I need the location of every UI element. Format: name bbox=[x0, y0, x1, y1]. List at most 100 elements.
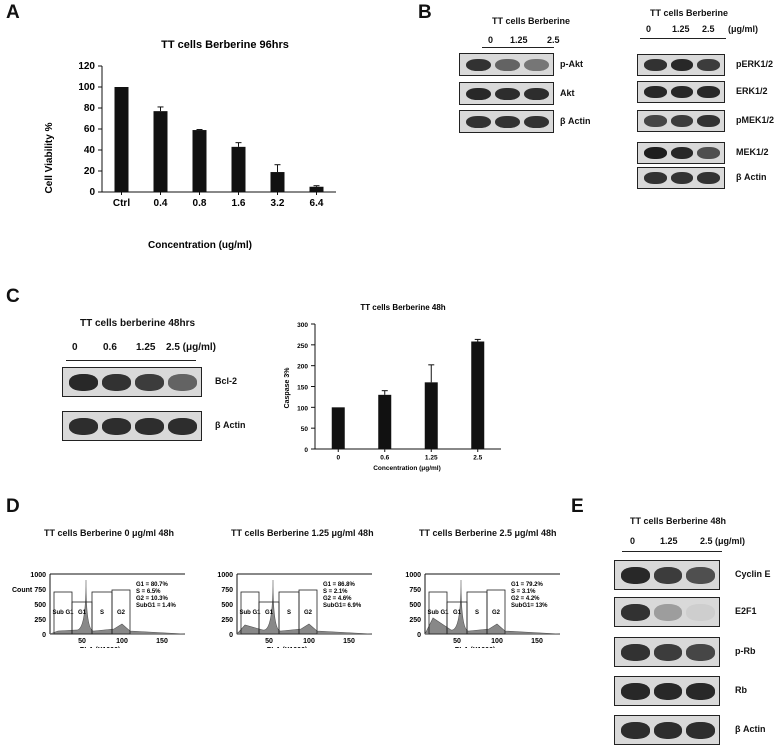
band bbox=[69, 418, 98, 435]
caspase-y-axis-label: Caspase 3% bbox=[284, 367, 291, 409]
panel-letter-c: C bbox=[6, 286, 20, 307]
gate-label: Sub G1 bbox=[239, 610, 261, 616]
gate-label: G1 bbox=[265, 610, 274, 616]
band bbox=[524, 87, 549, 101]
band bbox=[102, 418, 131, 435]
panel-c-row-0-label: Bcl-2 bbox=[215, 376, 238, 386]
panel-e-row-2-label: p-Rb bbox=[735, 646, 756, 656]
histogram-curve bbox=[236, 579, 373, 635]
y-tick-label: 60 bbox=[84, 124, 96, 135]
panel-b-row-2-blot bbox=[459, 110, 554, 133]
panel-e-conc-1: 1.25 bbox=[660, 536, 678, 546]
histogram-curve bbox=[424, 579, 561, 635]
band bbox=[644, 59, 667, 72]
gate-label: S bbox=[100, 610, 104, 616]
cell-cycle-histogram: 1000 750 500 250 0 50 100 150 PI-A (X1000) Sub G1… bbox=[217, 572, 373, 648]
y-tick-label: 1000 bbox=[405, 572, 421, 579]
y-tick-label: 100 bbox=[78, 82, 95, 93]
y-tick-label: 200 bbox=[297, 364, 308, 371]
bar bbox=[153, 111, 168, 192]
panel-letter-e: E bbox=[571, 496, 584, 517]
gate-label: G2 bbox=[492, 610, 501, 616]
x-tick-label: 50 bbox=[453, 638, 461, 645]
histogram-title: TT cells Berberine 0 μg/ml 48h bbox=[44, 528, 175, 538]
band bbox=[168, 418, 197, 435]
y-tick-label: 750 bbox=[34, 587, 46, 594]
bar bbox=[270, 172, 285, 192]
x-tick-label: 0.8 bbox=[193, 198, 207, 209]
band bbox=[670, 86, 694, 99]
panel-b-right-divider bbox=[640, 38, 726, 39]
panel-e-row-4-blot bbox=[614, 715, 720, 745]
band bbox=[653, 644, 683, 661]
band bbox=[524, 115, 549, 129]
panel-b-left-header: TT cells Berberine bbox=[492, 16, 571, 26]
caspase-chart-title: TT cells Berberine 48h bbox=[360, 303, 445, 312]
y-tick-label: 120 bbox=[78, 61, 95, 72]
panel-e-conc-2: 2.5 (μg/ml) bbox=[700, 536, 746, 546]
panel-c-blot-header: TT cells berberine 48hrs bbox=[80, 318, 196, 329]
bar bbox=[424, 382, 438, 449]
panel-letter-a: A bbox=[6, 2, 20, 23]
histogram-title: TT cells Berberine 2.5 μg/ml 48h bbox=[419, 528, 557, 538]
band bbox=[697, 86, 720, 99]
band bbox=[466, 87, 491, 101]
panel-b-right-conc-1: 1.25 bbox=[672, 24, 690, 34]
band bbox=[621, 567, 650, 584]
band bbox=[644, 147, 667, 160]
y-tick-label: 250 bbox=[409, 617, 421, 624]
panel-letter-b: B bbox=[418, 2, 432, 23]
y-tick-label: 0 bbox=[304, 447, 308, 454]
y-tick-label: 250 bbox=[221, 617, 233, 624]
band bbox=[686, 722, 715, 739]
band bbox=[670, 59, 694, 72]
y-tick-label: 40 bbox=[84, 145, 96, 156]
panel-e-row-4-label: β Actin bbox=[735, 724, 766, 734]
panel-e-header: TT cells Berberine 48h bbox=[630, 516, 727, 526]
gate bbox=[486, 589, 506, 635]
y-tick-label: 1000 bbox=[217, 572, 233, 579]
panel-b-right-row-0-blot bbox=[637, 54, 725, 76]
band bbox=[670, 172, 694, 185]
gate-label: S bbox=[287, 610, 291, 616]
y-tick-label: 500 bbox=[34, 602, 46, 609]
panel-b-right-conc-2: 2.5 bbox=[702, 24, 715, 34]
y-tick-label: 0 bbox=[229, 632, 233, 639]
x-tick-label: 150 bbox=[156, 638, 168, 645]
panel-b-right-row-2-blot bbox=[637, 110, 725, 132]
y-axis-label: Count bbox=[12, 587, 33, 594]
band bbox=[644, 172, 667, 185]
panel-b-right-row-2-label: pMEK1/2 bbox=[736, 115, 775, 125]
panel-e-row-3-blot bbox=[614, 676, 720, 706]
x-tick-label: 150 bbox=[531, 638, 543, 645]
panel-b-left-conc-2: 2.5 bbox=[547, 35, 560, 45]
panel-c-row-0-blot bbox=[62, 367, 202, 397]
y-tick-label: 1000 bbox=[30, 572, 46, 579]
phase-stat: SubG1 = 1.4% bbox=[136, 603, 177, 609]
band bbox=[466, 58, 491, 72]
x-axis-label: PI-A (X1000) bbox=[455, 647, 496, 648]
panel-e-row-0-blot bbox=[614, 560, 720, 590]
gate-label: G2 bbox=[117, 610, 126, 616]
x-tick-label: 150 bbox=[343, 638, 355, 645]
panel-b-left-conc-0: 0 bbox=[488, 35, 494, 45]
gate bbox=[111, 589, 131, 635]
x-axis-label: PI-A (X1000) bbox=[267, 647, 308, 648]
band bbox=[466, 115, 491, 129]
bar bbox=[471, 341, 485, 449]
band bbox=[621, 604, 650, 621]
bar bbox=[331, 407, 345, 449]
band bbox=[524, 58, 549, 72]
phase-stat: G1 = 86.8% bbox=[323, 582, 356, 588]
panel-e-row-1-label: E2F1 bbox=[735, 606, 757, 616]
band bbox=[621, 722, 650, 739]
panel-b-row-1-blot bbox=[459, 82, 554, 105]
y-tick-label: 150 bbox=[297, 385, 308, 392]
gate-label: G1 bbox=[78, 610, 87, 616]
panel-b-right-row-0-label: pERK1/2 bbox=[736, 59, 774, 69]
band bbox=[644, 86, 667, 99]
viability-chart-title: TT cells Berberine 96hrs bbox=[161, 39, 289, 51]
phase-stat: SubG1= 13% bbox=[511, 603, 548, 609]
caspase-bar-chart: TT cells Berberine 48h 0 50 100 150 200 250 30… bbox=[284, 303, 501, 472]
gate-label: G1 bbox=[453, 610, 462, 616]
